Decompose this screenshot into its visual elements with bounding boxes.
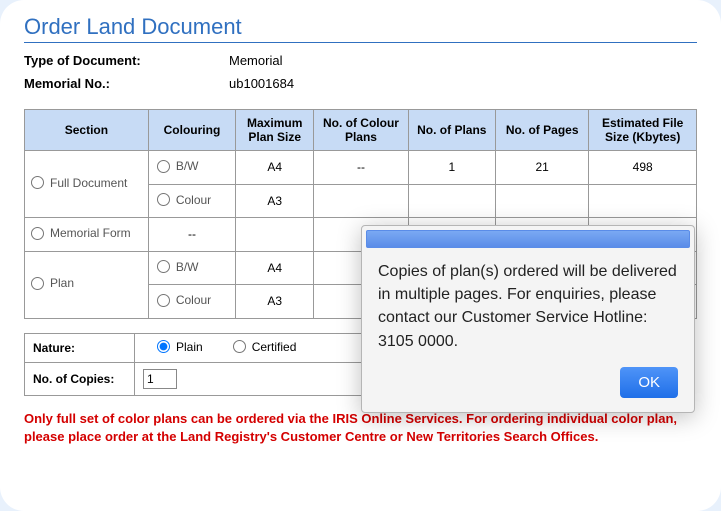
radio-nature-certified-input[interactable] xyxy=(233,340,246,353)
maxplan-cell: A4 xyxy=(236,251,314,285)
dialog-title-bar[interactable] xyxy=(366,230,690,248)
radio-section-memform-input[interactable] xyxy=(31,227,44,240)
radio-nature-plain[interactable]: Plain xyxy=(157,340,203,354)
th-colourplans: No. of Colour Plans xyxy=(314,110,408,151)
disclaimer-text: Only full set of color plans can be orde… xyxy=(24,410,697,445)
colouring-cell: -- xyxy=(148,218,235,252)
radio-section-full-input[interactable] xyxy=(31,176,44,189)
dialog-body: Copies of plan(s) ordered will be delive… xyxy=(366,256,690,353)
estsize-cell: 498 xyxy=(589,151,697,185)
radio-colouring-full-colour-label: Colour xyxy=(176,193,211,207)
radio-colouring-full-bw-input[interactable] xyxy=(157,160,170,173)
radio-nature-plain-input[interactable] xyxy=(157,340,170,353)
maxplan-cell: A4 xyxy=(236,151,314,185)
th-plans: No. of Plans xyxy=(408,110,495,151)
radio-colouring-plan-bw-input[interactable] xyxy=(157,260,170,273)
page-title: Order Land Document xyxy=(24,14,697,43)
plans-cell xyxy=(408,184,495,218)
th-colouring: Colouring xyxy=(148,110,235,151)
meta-memno-value: ub1001684 xyxy=(229,76,294,91)
plans-cell: 1 xyxy=(408,151,495,185)
th-estsize: Estimated File Size (Kbytes) xyxy=(589,110,697,151)
colouring-cell: Colour xyxy=(148,285,235,319)
maxplan-cell xyxy=(236,218,314,252)
dialog-actions: OK xyxy=(366,353,690,398)
radio-colouring-full-bw[interactable]: B/W xyxy=(157,159,199,173)
radio-colouring-plan-bw-label: B/W xyxy=(176,260,199,274)
table-row: Full Document B/W A4 -- 1 21 498 xyxy=(25,151,697,185)
radio-section-plan[interactable]: Plan xyxy=(31,276,74,290)
radio-colouring-plan-colour[interactable]: Colour xyxy=(157,293,211,307)
radio-section-full-label: Full Document xyxy=(50,176,127,190)
copies-label: No. of Copies: xyxy=(25,363,135,396)
colourplans-cell xyxy=(314,184,408,218)
colouring-cell: B/W xyxy=(148,151,235,185)
radio-colouring-full-colour[interactable]: Colour xyxy=(157,193,211,207)
info-dialog: Copies of plan(s) ordered will be delive… xyxy=(361,225,695,413)
maxplan-cell: A3 xyxy=(236,285,314,319)
radio-section-full[interactable]: Full Document xyxy=(31,176,127,190)
th-section: Section xyxy=(25,110,149,151)
maxplan-cell: A3 xyxy=(236,184,314,218)
radio-nature-certified[interactable]: Certified xyxy=(233,340,297,354)
meta-memno-label: Memorial No.: xyxy=(24,76,229,91)
th-maxplan: Maximum Plan Size xyxy=(236,110,314,151)
section-cell-memform: Memorial Form xyxy=(25,218,149,252)
pages-cell: 21 xyxy=(495,151,588,185)
colourplans-cell: -- xyxy=(314,151,408,185)
colouring-cell: B/W xyxy=(148,251,235,285)
section-cell-plan: Plan xyxy=(25,251,149,318)
radio-colouring-plan-colour-label: Colour xyxy=(176,293,211,307)
section-cell-full: Full Document xyxy=(25,151,149,218)
meta-type-value: Memorial xyxy=(229,53,282,68)
radio-colouring-full-bw-label: B/W xyxy=(176,159,199,173)
pages-cell xyxy=(495,184,588,218)
radio-nature-plain-label: Plain xyxy=(176,340,203,354)
table-header-row: Section Colouring Maximum Plan Size No. … xyxy=(25,110,697,151)
ok-button[interactable]: OK xyxy=(620,367,678,398)
order-document-card: Order Land Document Type of Document: Me… xyxy=(0,0,721,511)
colouring-cell: Colour xyxy=(148,184,235,218)
meta-type-label: Type of Document: xyxy=(24,53,229,68)
estsize-cell xyxy=(589,184,697,218)
meta-row-memno: Memorial No.: ub1001684 xyxy=(24,76,697,91)
copies-input[interactable] xyxy=(143,369,177,389)
radio-section-memform-label: Memorial Form xyxy=(50,226,131,240)
radio-nature-certified-label: Certified xyxy=(252,340,297,354)
radio-section-memform[interactable]: Memorial Form xyxy=(31,226,131,240)
radio-colouring-full-colour-input[interactable] xyxy=(157,193,170,206)
radio-colouring-plan-colour-input[interactable] xyxy=(157,294,170,307)
nature-label: Nature: xyxy=(25,333,135,363)
radio-section-plan-input[interactable] xyxy=(31,277,44,290)
radio-colouring-plan-bw[interactable]: B/W xyxy=(157,260,199,274)
th-pages: No. of Pages xyxy=(495,110,588,151)
meta-row-type: Type of Document: Memorial xyxy=(24,53,697,68)
radio-section-plan-label: Plan xyxy=(50,276,74,290)
